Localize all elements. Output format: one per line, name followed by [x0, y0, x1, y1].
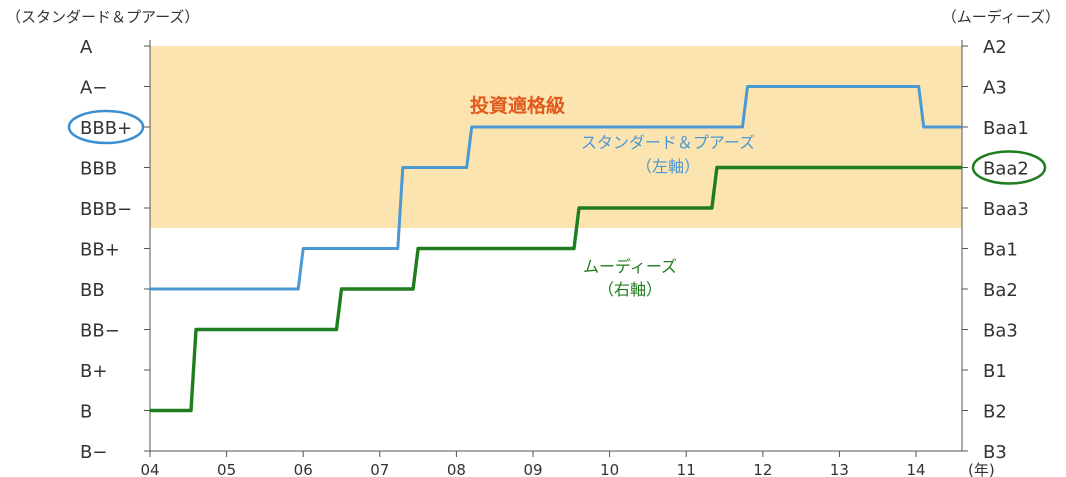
left-tick-label: BBB− [80, 199, 132, 220]
right-tick-label: Baa2 [983, 159, 1029, 180]
x-tick-label: 04 [140, 461, 159, 477]
series-sublabel-moodys: （右軸） [598, 280, 662, 299]
right-axis-title: （ムーディーズ） [942, 8, 1060, 26]
right-tick-label: B2 [983, 402, 1007, 423]
left-tick-label: BB [80, 280, 105, 301]
x-axis-unit: (年) [968, 461, 995, 477]
left-tick-label: B− [80, 442, 107, 463]
x-tick-labels: 04 05 06 07 08 09 10 11 12 13 14 [140, 461, 925, 477]
left-tick-label: BB+ [80, 240, 120, 261]
right-tick-label: Ba1 [983, 240, 1018, 261]
left-axis-title: （スタンダード＆プアーズ） [6, 8, 199, 26]
left-tick-label: A [80, 37, 93, 58]
series-label-moodys: ムーディーズ [583, 257, 677, 276]
right-tick-label: Ba2 [983, 280, 1018, 301]
x-tick-label: 08 [447, 461, 466, 477]
x-tick-label: 06 [294, 461, 313, 477]
left-tick-label: BB− [80, 321, 120, 342]
right-tick-labels: A2 A3 Baa1 Baa2 Baa3 Ba1 Ba2 Ba3 B1 B2 B3 [983, 37, 1029, 463]
tick-marks [144, 45, 968, 457]
right-tick-label: Baa1 [983, 118, 1029, 139]
investment-grade-zone [150, 46, 962, 228]
x-tick-label: 13 [830, 461, 849, 477]
right-tick-label: B1 [983, 361, 1007, 382]
right-tick-label: Baa3 [983, 199, 1029, 220]
x-tick-label: 14 [906, 461, 925, 477]
left-tick-label: B+ [80, 361, 107, 382]
investment-grade-label: 投資適格級 [470, 94, 565, 117]
x-tick-label: 07 [370, 461, 389, 477]
right-tick-label: A3 [983, 78, 1007, 99]
highlight-left-ellipse [67, 109, 145, 145]
x-tick-label: 11 [677, 461, 696, 477]
series-line-moodys [150, 165, 962, 413]
right-tick-label: A2 [983, 37, 1007, 58]
highlight-right-ellipse [971, 150, 1047, 185]
x-tick-label: 09 [523, 461, 542, 477]
series-line-sp [150, 85, 962, 291]
right-tick-label: Ba3 [983, 321, 1018, 342]
left-tick-label: A− [80, 78, 107, 99]
x-tick-label: 05 [217, 461, 236, 477]
series-label-sp: スタンダード＆プアーズ [581, 133, 755, 152]
left-tick-label: BBB [80, 159, 117, 180]
left-tick-label: B [80, 402, 92, 423]
right-tick-label: B3 [983, 442, 1007, 463]
series-sublabel-sp: （左軸） [636, 157, 700, 176]
left-tick-label: BBB+ [80, 118, 132, 139]
x-tick-label: 12 [753, 461, 772, 477]
x-tick-label: 10 [600, 461, 619, 477]
